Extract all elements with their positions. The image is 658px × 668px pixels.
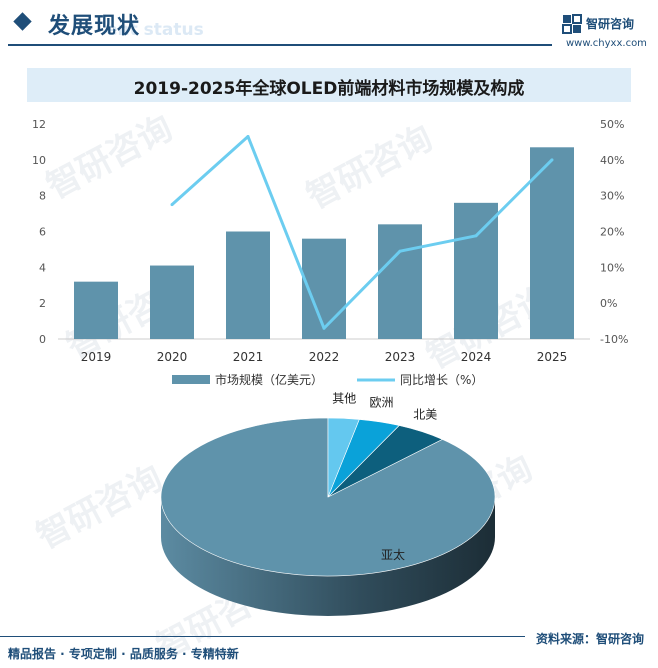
- bar: [454, 202, 498, 339]
- footer-divider: [0, 636, 525, 637]
- left-tick-label: 0: [39, 333, 46, 346]
- legend-swatch-bar: [172, 375, 210, 384]
- left-tick-label: 12: [32, 118, 46, 131]
- left-tick-label: 8: [39, 190, 46, 203]
- growth-point: [322, 326, 326, 330]
- header-divider: [8, 44, 552, 46]
- bar-line-chart: 0 2 4 6 8 10 12 -10% 0% 10% 20% 30% 40% 50% 2019 2020 20…: [32, 118, 628, 387]
- brand-logo-icon: [562, 14, 582, 34]
- chart-title: 2019-2025年全球OLED前端材料市场规模及构成: [133, 79, 525, 99]
- pie-slice-label: 亚太: [381, 547, 405, 562]
- pie-slice: [327, 417, 360, 498]
- right-tick-label: 40%: [600, 154, 624, 167]
- growth-point: [246, 135, 250, 139]
- page-title: 发展现状: [48, 14, 141, 39]
- legend-label-bar: 市场规模（亿美元）: [215, 372, 323, 387]
- footer-tagline: 精品报告 · 专项定制 · 品质服务 · 专精特新: [8, 647, 239, 661]
- chart-title-band: 2019-2025年全球OLED前端材料市场规模及构成: [27, 68, 631, 102]
- right-tick-label: -10%: [600, 333, 628, 346]
- x-tick-label: 2024: [461, 350, 492, 364]
- left-tick-label: 6: [39, 226, 46, 239]
- bar: [530, 147, 574, 339]
- header-ghost-text: ent status: [106, 20, 204, 40]
- right-tick-label: 50%: [600, 118, 624, 131]
- bar: [74, 281, 118, 339]
- right-tick-label: 20%: [600, 226, 624, 239]
- growth-point: [550, 158, 554, 162]
- x-tick-label: 2019: [81, 350, 112, 364]
- brand-url: www.chyxx.com: [566, 38, 647, 49]
- footer-source: 资料来源：智研咨询: [536, 632, 645, 646]
- x-tick-label: 2025: [537, 350, 568, 364]
- pie-slice-label: 其他: [332, 391, 356, 405]
- pie-side-wall: [161, 497, 495, 616]
- bar: [150, 265, 194, 339]
- growth-point: [170, 203, 174, 207]
- bar: [378, 224, 422, 339]
- x-tick-label: 2022: [309, 350, 340, 364]
- left-tick-label: 2: [39, 297, 46, 310]
- legend-label-line: 同比增长（%）: [400, 373, 483, 387]
- growth-point: [398, 249, 402, 253]
- x-tick-label: 2020: [157, 350, 188, 364]
- growth-point: [474, 234, 478, 238]
- pie-slice-label: 北美: [413, 407, 437, 421]
- right-tick-label: 30%: [600, 190, 624, 203]
- pie-slice-label: 欧洲: [369, 396, 393, 410]
- left-tick-label: 10: [32, 154, 46, 167]
- x-tick-label: 2023: [385, 350, 416, 364]
- left-tick-label: 4: [39, 261, 46, 274]
- right-tick-label: 10%: [600, 261, 624, 274]
- page-header: ent status 发展现状 智研咨询 www.chyxx.com: [0, 0, 658, 49]
- brand-name: 智研咨询: [586, 17, 635, 31]
- x-tick-label: 2021: [233, 350, 264, 364]
- bar: [226, 231, 270, 339]
- right-tick-label: 0%: [600, 297, 617, 310]
- growth-line: [170, 135, 554, 330]
